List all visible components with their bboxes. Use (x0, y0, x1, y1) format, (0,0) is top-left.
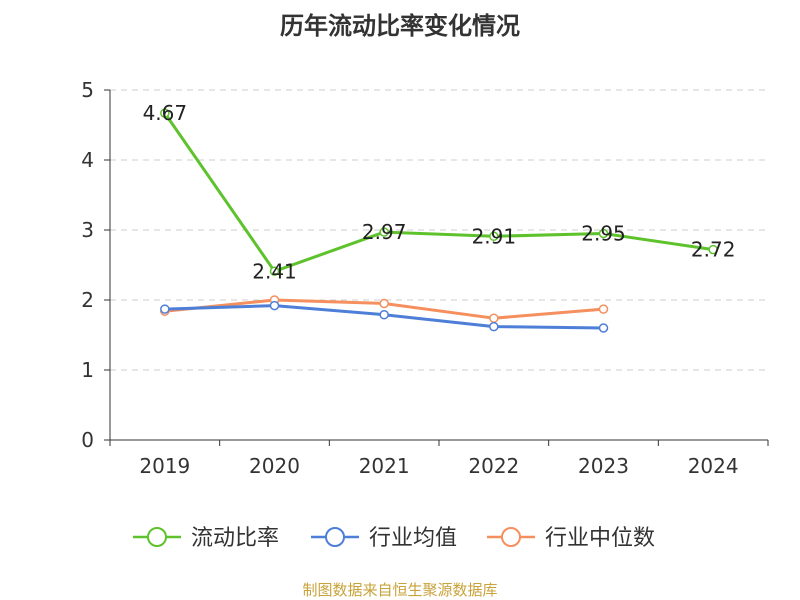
data-label-layer: 4.67 2.41 2.97 2.91 2.95 2.72 (143, 101, 736, 283)
legend-item: 行业均值 (311, 526, 457, 551)
data-point (489, 313, 499, 323)
legend-item: 行业中位数 (487, 526, 655, 551)
legend-marker-icon (501, 527, 521, 547)
data-point (489, 321, 499, 332)
legend-label: 行业中位数 (545, 526, 655, 551)
data-point (379, 298, 389, 309)
series-layer (160, 108, 718, 333)
legend-marker-icon (325, 527, 345, 547)
data-label: 2.72 (691, 238, 736, 262)
data-point (598, 228, 609, 239)
data-point (269, 266, 280, 277)
legend-item: 流动比率 (133, 526, 279, 551)
data-point (708, 244, 718, 255)
data-label: 2.97 (362, 220, 407, 244)
data-point (598, 304, 609, 314)
legend: 流动比率 行业均值 行业中位数 (133, 526, 655, 551)
data-point (598, 323, 609, 333)
y-tick-label: 0 (81, 428, 94, 452)
axis-layer: 0 1 2 3 4 5 2019 2020 2021 2022 2023 2024 (81, 78, 769, 478)
data-label: 2.95 (581, 222, 626, 246)
x-tick-label: 2022 (468, 454, 519, 478)
data-point (379, 309, 389, 320)
y-tick-label: 1 (81, 358, 94, 382)
x-tick-label: 2023 (578, 454, 629, 478)
source-note: 制图数据来自恒生聚源数据库 (302, 581, 498, 599)
y-tick-label: 5 (81, 78, 94, 102)
data-point (379, 227, 389, 237)
data-point (269, 300, 280, 311)
x-tick-label: 2019 (139, 454, 190, 478)
legend-label: 行业均值 (369, 526, 457, 551)
y-tick-label: 2 (81, 288, 94, 312)
chart-title: 历年流动比率变化情况 (280, 12, 520, 40)
data-label: 2.91 (472, 224, 517, 248)
x-tick-label: 2024 (688, 454, 739, 478)
data-point (160, 108, 170, 118)
legend-label: 流动比率 (191, 526, 279, 551)
legend-marker-icon (147, 527, 167, 547)
data-point (160, 304, 170, 314)
data-label: 2.41 (252, 259, 297, 283)
y-tick-label: 3 (81, 218, 94, 242)
data-label: 4.67 (143, 101, 188, 125)
x-tick-label: 2021 (359, 454, 410, 478)
grid-layer (110, 89, 768, 371)
x-tick-label: 2020 (249, 454, 300, 478)
data-point (489, 231, 499, 242)
series-line-1 (163, 112, 714, 273)
y-tick-label: 4 (81, 148, 94, 172)
